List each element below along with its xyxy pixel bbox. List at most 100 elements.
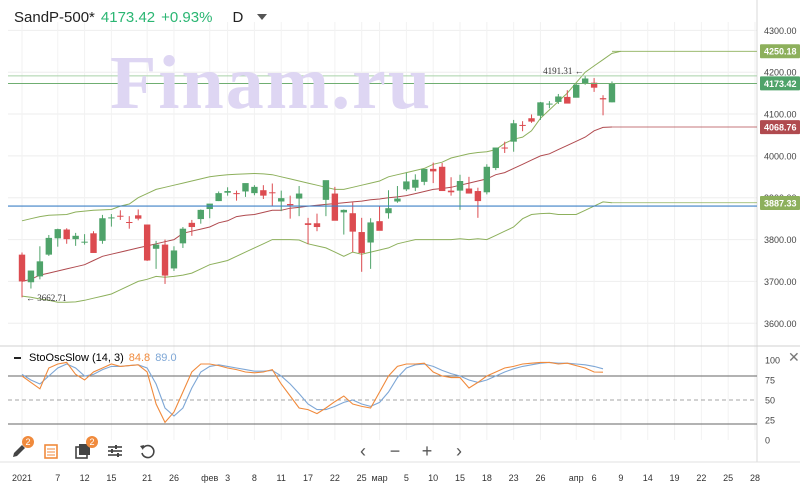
candle-body	[322, 180, 330, 200]
candle-body	[573, 84, 580, 98]
price-lines	[8, 75, 757, 207]
date-tick-label: 23	[509, 473, 519, 483]
date-tick-label: 26	[535, 473, 545, 483]
candle-body	[501, 147, 508, 149]
candle-body	[251, 186, 258, 194]
chart-navigation: ‹ − + ›	[352, 441, 470, 461]
candle-body	[519, 124, 526, 126]
date-tick-label: 3	[225, 473, 230, 483]
price-badge-label: 4173.42	[764, 79, 797, 89]
date-tick-label: 7	[55, 473, 60, 483]
candle-body	[447, 190, 455, 193]
plus-icon: +	[421, 440, 433, 461]
candle-body	[465, 188, 473, 194]
undo-icon	[140, 444, 155, 459]
candle-body	[224, 191, 231, 193]
last-price: 4173.42	[100, 8, 156, 26]
candle-body	[528, 118, 535, 122]
scroll-left-button[interactable]: ‹	[352, 441, 374, 461]
stoch-k-line	[21, 361, 604, 424]
list-button[interactable]	[40, 441, 62, 461]
candle-body	[421, 168, 428, 182]
candle-body	[188, 222, 196, 228]
date-tick-label: 25	[723, 473, 733, 483]
candle-body	[394, 198, 401, 202]
candle-body	[456, 181, 464, 191]
zoom-in-button[interactable]: +	[416, 441, 438, 461]
candle-body	[72, 235, 79, 240]
candle-body	[313, 223, 321, 228]
candle-body	[403, 181, 410, 190]
pencil-icon	[13, 445, 25, 457]
oscillator-tick-label: 0	[765, 436, 770, 446]
price-badge-label: 3887.33	[764, 199, 797, 209]
date-tick-label: 6	[592, 473, 597, 483]
date-tick-label: 26	[169, 473, 179, 483]
date-tick-label: 14	[643, 473, 653, 483]
scroll-right-button[interactable]: ›	[448, 441, 470, 461]
candle-body	[376, 221, 383, 231]
zoom-out-button[interactable]: −	[384, 441, 406, 461]
date-tick-label: фев	[201, 473, 218, 483]
candle-body	[555, 96, 562, 102]
low-annotation: ← 3662.71	[26, 293, 67, 303]
candle-body	[108, 217, 115, 219]
date-tick-label: 18	[482, 473, 492, 483]
candle-body	[295, 193, 303, 199]
price-badge	[760, 196, 800, 211]
date-tick-label: мар	[371, 473, 387, 483]
candle-body	[608, 83, 616, 103]
candle-body	[340, 209, 348, 213]
candle-body	[385, 208, 392, 214]
candle-body	[358, 232, 365, 253]
candle-body	[54, 229, 61, 239]
candle-body	[599, 98, 607, 100]
draw-tool-button[interactable]: 2	[8, 436, 34, 461]
collapse-icon[interactable]	[14, 357, 21, 359]
candle-body	[233, 193, 240, 195]
date-tick-label: апр	[569, 473, 584, 483]
symbol-name: SandP-500*	[14, 8, 95, 26]
close-icon[interactable]: ✕	[788, 349, 800, 365]
date-tick-label: 10	[428, 473, 438, 483]
date-tick-label: 8	[252, 473, 257, 483]
settings-button[interactable]	[104, 441, 126, 461]
candle-body	[590, 82, 598, 88]
price-tick-label: 4100.00	[764, 110, 797, 120]
price-tick-label: 4000.00	[764, 151, 797, 161]
oscillator-panel: 100 75 50 25 0	[8, 356, 780, 446]
candle-body	[143, 224, 151, 261]
candle-body	[429, 168, 437, 172]
date-tick-label: 9	[618, 473, 623, 483]
moving-average-line	[21, 126, 613, 282]
layers-button[interactable]: 2	[72, 436, 98, 461]
candle-body	[63, 229, 70, 240]
candle-body	[117, 215, 124, 217]
candle-body	[483, 166, 491, 193]
bb-lower-line	[21, 201, 613, 303]
candle-body	[126, 222, 133, 224]
price-tick-label: 4300.00	[764, 26, 797, 36]
date-tick-label: 28	[750, 473, 760, 483]
price-badge-label: 4068.76	[764, 123, 797, 133]
chart-header: SandP-500* 4173.42 +0.93% D	[14, 7, 268, 27]
reset-button[interactable]	[136, 441, 158, 461]
price-axis: 4300.004200.004100.004000.003900.003800.…	[760, 26, 800, 329]
timeframe-selector[interactable]: D	[232, 8, 244, 26]
candle-body	[438, 166, 446, 192]
chevron-down-icon[interactable]	[257, 14, 268, 20]
layers-count-badge: 2	[86, 436, 98, 448]
candle-body	[331, 193, 339, 221]
candle-body	[492, 147, 499, 169]
candle-body	[99, 218, 106, 241]
candle-body	[152, 244, 160, 249]
candle-body	[161, 244, 169, 276]
candle-body	[260, 190, 267, 196]
price-badge-label: 4250.18	[764, 47, 797, 57]
candle-body	[269, 192, 276, 194]
candle-body	[45, 237, 53, 255]
price-change: +0.93%	[161, 8, 213, 26]
stoch-d-value: 89.0	[155, 352, 177, 364]
candle-body	[367, 222, 374, 243]
